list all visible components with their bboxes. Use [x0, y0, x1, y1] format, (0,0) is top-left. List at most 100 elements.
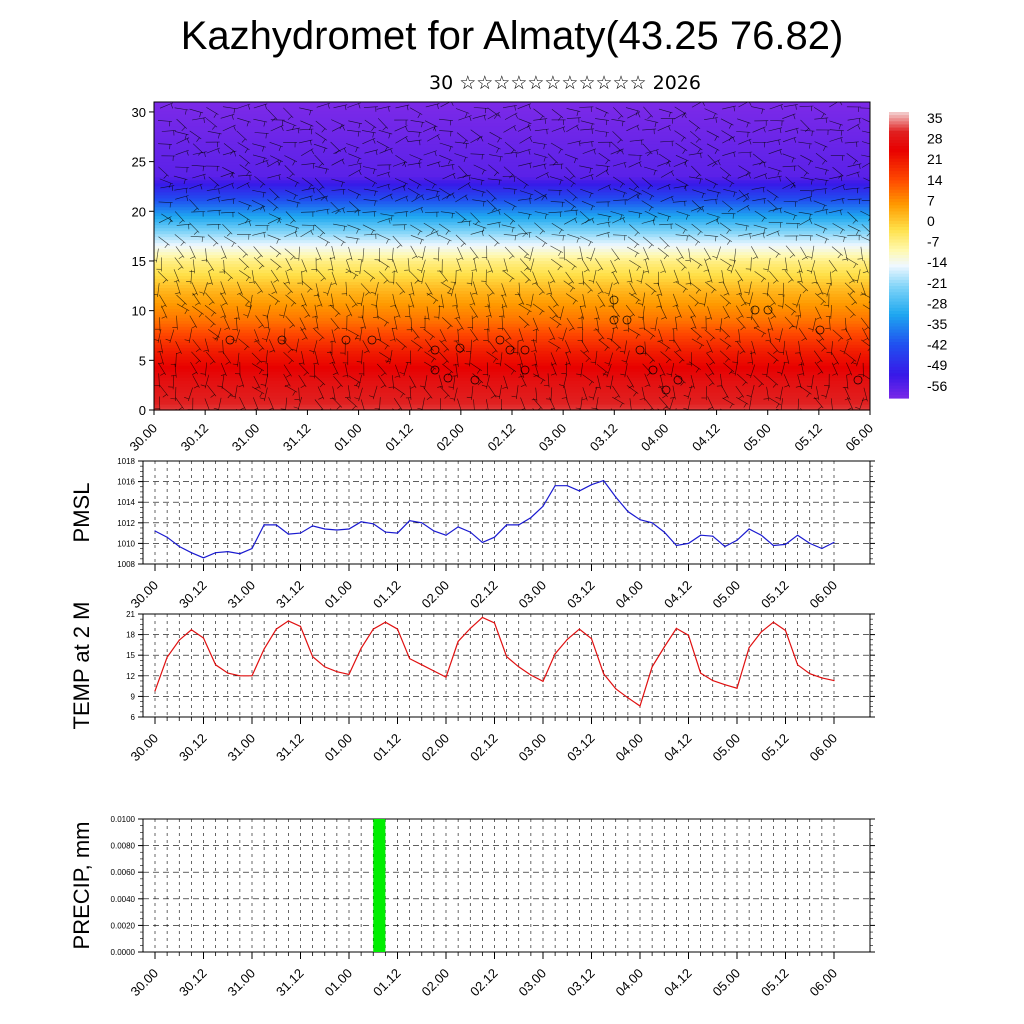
wind-barb	[517, 103, 531, 109]
wind-barb	[580, 236, 594, 243]
heatmap-band	[154, 374, 870, 378]
wind-barb-flag	[747, 362, 753, 364]
wind-barb-flag	[233, 108, 236, 114]
wind-barb	[532, 338, 537, 353]
wind-barb-flag	[245, 276, 250, 282]
wind-barb	[549, 316, 562, 326]
wind-barb	[606, 363, 612, 378]
wind-barb-flag	[597, 291, 603, 295]
wind-barb-flag	[396, 244, 401, 249]
wind-barb	[503, 125, 516, 133]
wind-barb-flag	[469, 303, 475, 306]
wind-barb-flag	[583, 269, 589, 273]
wind-barb-flag	[389, 339, 395, 341]
colorbar-segment	[889, 202, 909, 206]
wind-barb-flag	[723, 293, 729, 296]
wind-barb-flag	[856, 230, 859, 235]
data-point	[190, 552, 192, 554]
wind-barb-flag	[748, 173, 751, 179]
wind-barb-flag	[567, 420, 571, 423]
wind-barb-flag	[437, 196, 440, 202]
wind-barb	[270, 269, 280, 282]
wind-barb-flag	[515, 113, 518, 119]
wind-barb-flag	[857, 258, 863, 260]
calm-circle	[430, 345, 440, 355]
wind-barb-flag	[466, 396, 472, 399]
wind-barb-flag	[746, 122, 749, 128]
wind-barb-flag	[773, 359, 778, 364]
y-tick-label: 12	[126, 672, 135, 681]
data-point	[833, 541, 835, 544]
heatmap-band	[154, 194, 870, 199]
heatmap-band	[154, 263, 870, 268]
wind-barb-flag	[746, 316, 752, 319]
wind-barb-flag	[415, 194, 419, 199]
wind-barb	[438, 374, 444, 389]
wind-barb-flag	[452, 305, 458, 307]
wind-barb-flag	[638, 213, 641, 219]
wind-barb	[813, 200, 827, 207]
wind-barb-flag	[262, 146, 265, 152]
wind-barb-flag	[452, 164, 454, 170]
wind-barb-flag	[844, 397, 850, 401]
wind-barb-flag	[387, 172, 390, 178]
wind-barb-flag	[310, 140, 312, 146]
wind-barb	[314, 224, 326, 235]
wind-barb	[487, 178, 502, 181]
wind-barb-flag	[562, 127, 565, 133]
y-tick-label: 1012	[117, 519, 135, 528]
wind-barb	[706, 363, 715, 375]
heatmap-band	[154, 206, 870, 211]
data-point	[384, 531, 386, 533]
wind-barb	[176, 118, 188, 129]
wind-barb-flag	[818, 338, 823, 342]
wind-barb-flag	[605, 120, 608, 126]
wind-barb-flag	[715, 236, 717, 242]
wind-barb	[654, 317, 658, 332]
wind-barb-flag	[499, 156, 502, 162]
wind-barb-flag	[184, 309, 188, 315]
wind-barb	[175, 386, 177, 402]
y-tick-label: 6	[131, 713, 136, 722]
wind-barb	[221, 386, 233, 396]
wind-barb-flag	[198, 313, 203, 318]
wind-barb	[751, 409, 752, 410]
wind-barb-flag	[162, 394, 167, 398]
wind-barb-flag	[795, 352, 801, 354]
wind-barb-flag	[637, 303, 643, 305]
wind-barb-flag	[708, 372, 714, 376]
wind-barb	[362, 137, 376, 145]
data-point	[263, 524, 265, 526]
wind-barb	[331, 124, 345, 132]
wind-barb-flag	[838, 124, 841, 130]
x-tick-label: 30.00	[128, 731, 162, 765]
calm-circle	[455, 343, 465, 353]
wind-barb-flag	[636, 194, 640, 200]
wind-barb-flag	[806, 269, 812, 272]
wind-barb-flag	[442, 279, 447, 283]
x-tick-label: 02.12	[467, 966, 501, 1000]
calm-circle	[495, 335, 505, 345]
wind-barb	[192, 143, 204, 154]
wind-barb-flag	[713, 183, 717, 189]
wind-barb-flag	[327, 268, 333, 271]
wind-barb-flag	[670, 397, 676, 399]
wind-barb	[411, 411, 414, 425]
wind-barb	[707, 159, 721, 167]
wind-barb-flag	[204, 152, 206, 158]
wind-barb	[550, 245, 563, 253]
wind-barb-flag	[232, 198, 234, 204]
wind-barb-flag	[327, 103, 330, 109]
wind-barb	[673, 269, 680, 284]
x-tick-label: 31.00	[229, 421, 263, 455]
heatmap-band	[154, 290, 870, 294]
wind-barb-flag	[443, 348, 448, 353]
colorbar-label: -7	[927, 234, 940, 250]
wind-barb	[549, 163, 564, 166]
wind-barb-flag	[185, 109, 187, 115]
heatmap-band	[154, 245, 870, 250]
wind-barb-flag	[283, 421, 288, 422]
wind-barb	[736, 341, 746, 353]
wind-barb-flag	[481, 231, 484, 237]
